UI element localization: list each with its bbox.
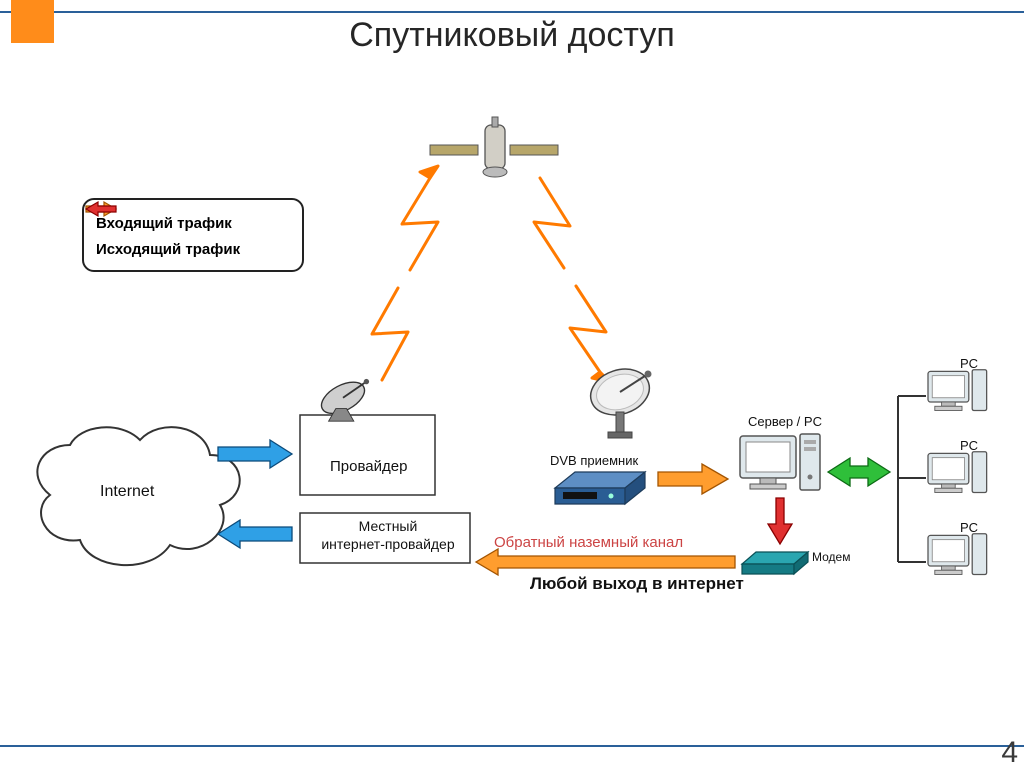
dvb-receiver-icon [555, 472, 645, 504]
arrow-return-channel [476, 549, 735, 575]
any-internet-exit-label: Любой выход в интернет [530, 574, 744, 594]
dish-icon [585, 362, 656, 438]
page-number: 4 [1001, 736, 1018, 770]
server-pc-icon [740, 434, 820, 490]
pc-3-icon [928, 534, 987, 575]
provider-label: Провайдер [330, 458, 407, 475]
dvb-label: DVB приемник [550, 453, 638, 468]
pc-bus [898, 396, 926, 562]
lightning-group [372, 166, 610, 382]
provider-box [300, 415, 435, 495]
pc-2-label: PC [960, 438, 978, 453]
header-rule [0, 11, 1024, 13]
pc-1-icon [928, 370, 987, 411]
arrow-server-pcs [828, 458, 890, 486]
pc-3-label: PC [960, 520, 978, 535]
pc-2-icon [928, 452, 987, 493]
page-title: Спутниковый доступ [0, 16, 1024, 55]
diagram-area: Входящий трафик Исходящий трафик [0, 80, 1024, 740]
diagram-svg [0, 80, 1024, 740]
footer-rule [0, 745, 1024, 747]
cloud-label: Internet [100, 483, 154, 501]
return-channel-label: Обратный наземный канал [494, 534, 683, 551]
modem-icon [742, 552, 808, 574]
arrow-localisp-cloud [218, 520, 292, 548]
modem-label: Модем [812, 550, 850, 564]
satellite-icon [430, 117, 558, 177]
arrow-server-modem [768, 498, 792, 544]
pc-1-label: PC [960, 356, 978, 371]
arrow-dvb-server [658, 464, 728, 494]
local-isp-label: Местный интернет-провайдер [318, 518, 458, 553]
server-label: Сервер / PC [748, 414, 822, 429]
